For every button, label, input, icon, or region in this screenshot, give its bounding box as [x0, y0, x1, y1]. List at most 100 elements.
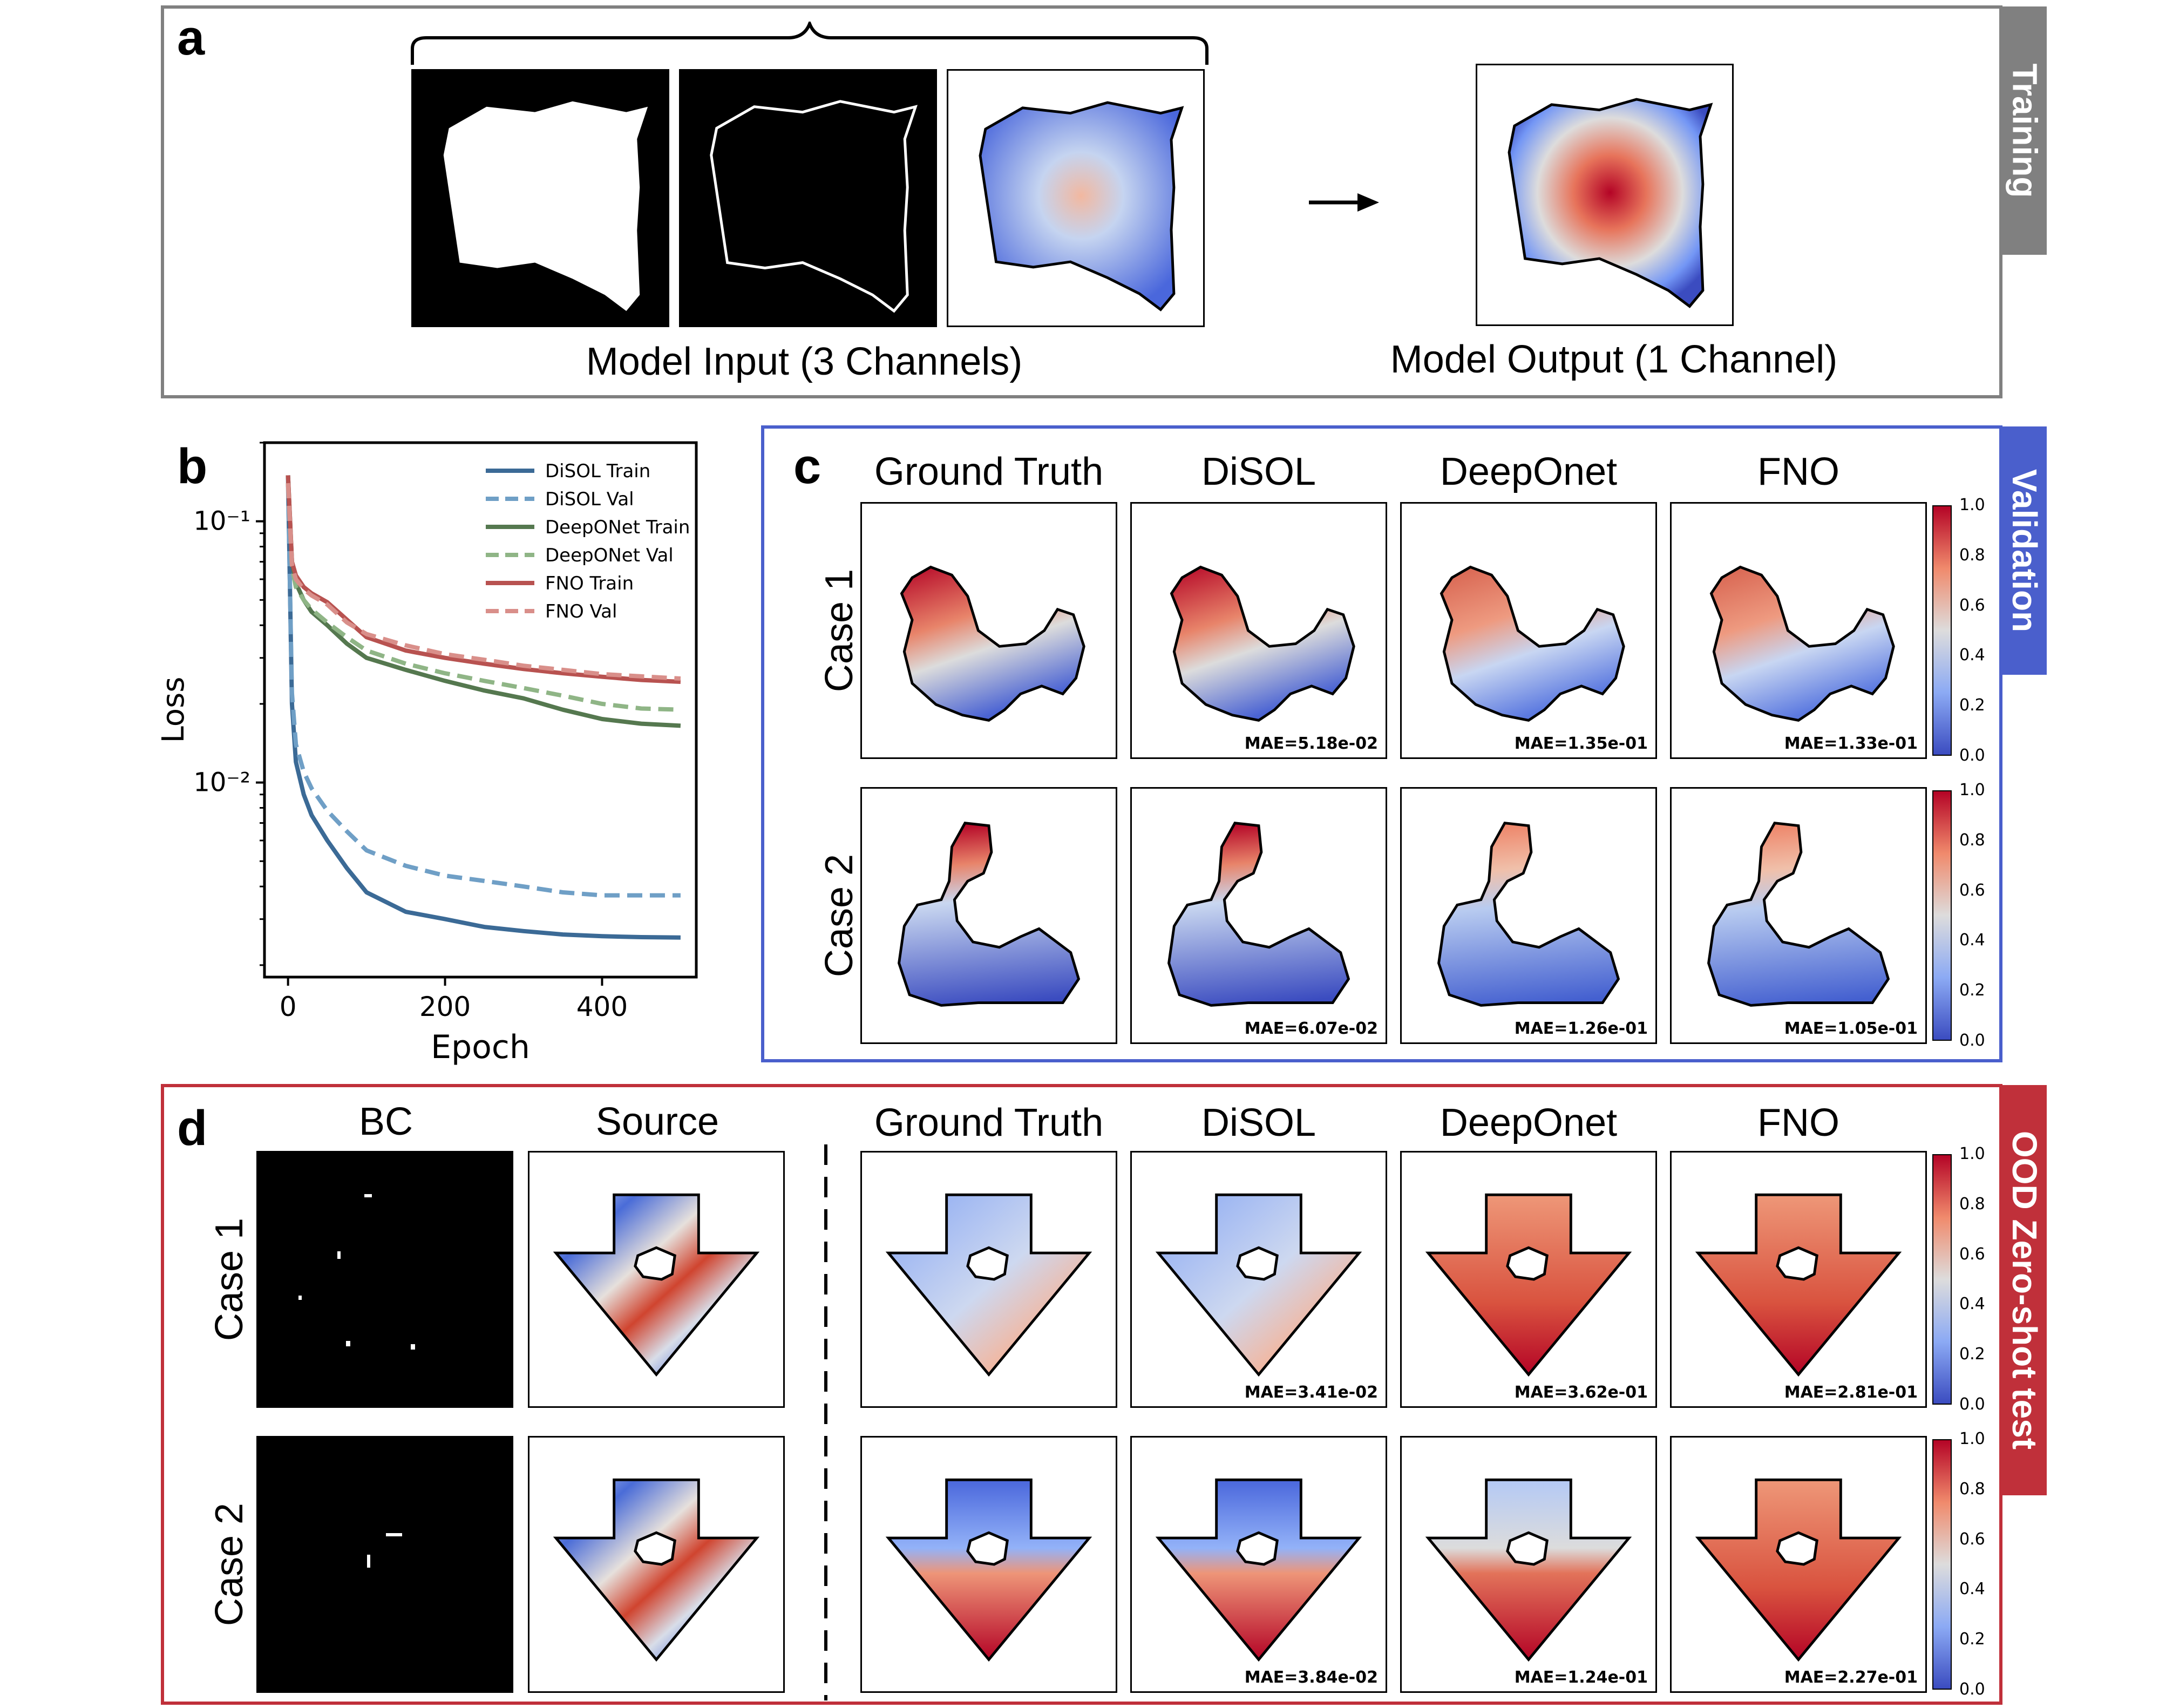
- result-fno-case-2: MAE=2.27e-01: [1670, 1436, 1927, 1693]
- ood-tab: OOD Zero-shot test: [2002, 1085, 2047, 1495]
- plot-frame: [263, 441, 698, 979]
- legend-label: DeepONet Train: [545, 517, 690, 538]
- input-mask-channel: [411, 69, 669, 327]
- col-title-disol: DiSOL: [1201, 1101, 1316, 1144]
- model-output-map: [1476, 64, 1734, 326]
- legend-label: FNO Train: [545, 573, 634, 594]
- colorbar-tick: 0.2: [1959, 981, 1985, 1000]
- panel-d-frame: [161, 1084, 2002, 1705]
- colorbar-tick: 0.6: [1959, 1529, 1985, 1549]
- result-disol-case-2: MAE=6.07e-02: [1130, 787, 1387, 1044]
- panel-c-letter: c: [793, 439, 821, 494]
- result-disol-case-1: MAE=5.18e-02: [1130, 502, 1387, 759]
- result-ground-truth-case-2: [860, 787, 1117, 1044]
- row-label-case-2: Case 2: [208, 1502, 252, 1626]
- colorbar-tick: 0.4: [1959, 931, 1985, 950]
- mae-label: MAE=3.41e-02: [1244, 1383, 1378, 1402]
- colorbar: [1932, 790, 1952, 1041]
- col-title-deeponet: DeepOnet: [1440, 450, 1618, 493]
- y-tick-label: 10⁻²: [193, 768, 250, 798]
- x-axis-label: Epoch: [431, 1028, 530, 1066]
- colorbar-tick: 0.8: [1959, 830, 1985, 850]
- result-fno-case-1: MAE=1.33e-01: [1670, 502, 1927, 759]
- series-line-fno-val: [286, 483, 681, 681]
- mae-label: MAE=6.07e-02: [1244, 1019, 1378, 1038]
- colorbar-tick: 0.8: [1959, 1479, 1985, 1499]
- legend-label: DiSOL Train: [545, 460, 650, 482]
- legend-label: DeepONet Val: [545, 545, 674, 566]
- series-line-deeponet-val: [286, 483, 681, 712]
- result-ground-truth-case-1: [860, 1151, 1117, 1408]
- mae-label: MAE=1.33e-01: [1784, 734, 1918, 753]
- colorbar-tick: 0.6: [1959, 595, 1985, 615]
- bc-case-1: [256, 1151, 513, 1408]
- mae-label: MAE=2.81e-01: [1784, 1383, 1918, 1402]
- mae-label: MAE=1.05e-01: [1784, 1019, 1918, 1038]
- colorbar-tick: 1.0: [1959, 1429, 1985, 1448]
- colorbar-tick: 0.0: [1959, 1680, 1985, 1699]
- row-label-case-1: Case 1: [208, 1217, 252, 1341]
- colorbar-tick: 0.0: [1959, 1031, 1985, 1050]
- colorbar: [1932, 1439, 1952, 1690]
- col-title-ground-truth: Ground Truth: [874, 1101, 1104, 1144]
- colorbar-tick: 0.4: [1959, 1580, 1985, 1599]
- colorbar-tick: 0.6: [1959, 880, 1985, 900]
- series-line-disol-val: [286, 483, 681, 898]
- colorbar-tick: 0.8: [1959, 1194, 1985, 1214]
- bc-case-2: [256, 1436, 513, 1693]
- result-ground-truth-case-2: [860, 1436, 1117, 1693]
- colorbar-tick: 1.0: [1959, 781, 1985, 799]
- colorbar-tick: 1.0: [1959, 496, 1985, 514]
- panel-a-letter: a: [177, 10, 205, 65]
- col-title-fno: FNO: [1757, 1101, 1839, 1144]
- x-tick-label: 0: [280, 991, 297, 1022]
- colorbar-tick: 0.8: [1959, 545, 1985, 565]
- row-label-case-1: Case 1: [818, 568, 861, 693]
- colorbar: [1932, 505, 1952, 756]
- result-fno-case-2: MAE=1.05e-01: [1670, 787, 1927, 1044]
- input-brace: [411, 22, 1209, 65]
- result-disol-case-1: MAE=3.41e-02: [1130, 1151, 1387, 1408]
- input-distance-channel: [947, 69, 1205, 327]
- arrow-icon: [1309, 193, 1379, 212]
- colorbar-tick: 0.2: [1959, 1345, 1985, 1364]
- col-title-disol: DiSOL: [1201, 450, 1316, 493]
- y-axis-label: Loss: [156, 677, 191, 743]
- mae-label: MAE=1.26e-01: [1514, 1019, 1648, 1038]
- result-deeponet-case-1: MAE=3.62e-01: [1400, 1151, 1657, 1408]
- result-deeponet-case-2: MAE=1.26e-01: [1400, 787, 1657, 1044]
- mae-label: MAE=1.35e-01: [1514, 734, 1648, 753]
- panel-b-letter: b: [177, 439, 208, 494]
- output-caption: Model Output (1 Channel): [1390, 338, 1838, 381]
- result-fno-case-1: MAE=2.81e-01: [1670, 1151, 1927, 1408]
- x-tick-label: 200: [419, 991, 471, 1022]
- legend-label: DiSOL Val: [545, 489, 634, 510]
- legend-label: FNO Val: [545, 601, 617, 622]
- divider-line: [824, 1144, 827, 1700]
- panel-a-frame: [161, 5, 2002, 398]
- x-tick-label: 400: [576, 991, 628, 1022]
- colorbar: [1932, 1154, 1952, 1405]
- loss-chart: 0 200 400 10⁻¹ 10⁻² Epoch Loss DiSOL Train DiSOL…: [156, 441, 698, 1066]
- mae-label: MAE=5.18e-02: [1244, 734, 1378, 753]
- colorbar-tick: 0.2: [1959, 1630, 1985, 1649]
- mae-label: MAE=2.27e-01: [1784, 1668, 1918, 1687]
- mae-label: MAE=3.62e-01: [1514, 1383, 1648, 1402]
- colorbar-tick: 0.4: [1959, 1294, 1985, 1314]
- y-tick-label: 10⁻¹: [193, 506, 250, 537]
- col-title-ground-truth: Ground Truth: [874, 450, 1104, 493]
- colorbar-tick: 0.0: [1959, 746, 1985, 765]
- mae-label: MAE=1.24e-01: [1514, 1668, 1648, 1687]
- input-boundary-channel: [679, 69, 937, 327]
- result-deeponet-case-2: MAE=1.24e-01: [1400, 1436, 1657, 1693]
- input-caption: Model Input (3 Channels): [586, 340, 1023, 383]
- series-line-deeponet-train: [286, 475, 681, 728]
- validation-tab: Validation: [2002, 426, 2047, 675]
- col-title-fno: FNO: [1757, 450, 1839, 493]
- source-title: Source: [595, 1100, 719, 1143]
- series-line-disol-train: [286, 475, 681, 940]
- colorbar-tick: 1.0: [1959, 1144, 1985, 1163]
- panel-d-letter: d: [177, 1101, 208, 1156]
- colorbar-tick: 0.6: [1959, 1244, 1985, 1264]
- colorbar-tick: 0.2: [1959, 696, 1985, 715]
